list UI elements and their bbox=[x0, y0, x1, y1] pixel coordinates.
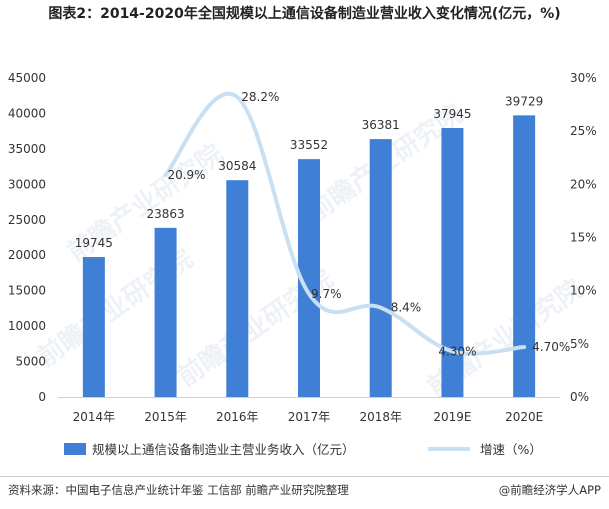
x-tick-label: 2020E bbox=[505, 410, 543, 424]
data-labels: 19745 23863 30584 33552 36381 37945 39729 20.9%… bbox=[75, 90, 571, 358]
legend-bar-swatch bbox=[64, 443, 86, 455]
left-tick-label: 40000 bbox=[8, 106, 46, 120]
growth-line bbox=[163, 91, 527, 356]
growth-value-label: 4.70% bbox=[532, 340, 570, 354]
x-tick-label: 2018年 bbox=[359, 410, 402, 424]
right-tick-label: 5% bbox=[570, 337, 589, 351]
x-tick-label: 2015年 bbox=[144, 410, 187, 424]
x-tick-label: 2016年 bbox=[216, 410, 259, 424]
bar-2018年 bbox=[369, 139, 392, 398]
legend-bar-label: 规模以上通信设备制造业主营业务收入（亿元） bbox=[92, 442, 355, 457]
bar-value-label: 19745 bbox=[75, 236, 113, 250]
right-tick-label: 20% bbox=[570, 177, 597, 191]
left-tick-label: 15000 bbox=[8, 284, 46, 298]
bar-2017年 bbox=[298, 159, 320, 397]
growth-value-label: 9.7% bbox=[311, 287, 342, 301]
x-tick-label: 2014年 bbox=[73, 410, 116, 424]
bar-2015年 bbox=[154, 227, 177, 397]
left-tick-label: 25000 bbox=[8, 213, 46, 227]
growth-value-label: 28.2% bbox=[241, 90, 279, 104]
legend-line-label: 增速（%） bbox=[480, 442, 542, 457]
left-tick-label: 45000 bbox=[8, 71, 46, 85]
growth-line-path bbox=[163, 91, 527, 356]
brand-credit: @前瞻经济学人APP bbox=[498, 483, 601, 497]
bar-2014年 bbox=[82, 257, 105, 397]
bar-value-label: 23863 bbox=[146, 207, 184, 221]
right-tick-label: 30% bbox=[570, 71, 597, 85]
growth-value-label: 4.30% bbox=[438, 344, 476, 358]
left-tick-label: 30000 bbox=[8, 177, 46, 191]
right-axis: 0% 5% 10% 15% 20% 25% 30% bbox=[570, 71, 597, 404]
right-tick-label: 15% bbox=[570, 231, 597, 245]
left-tick-label: 0 bbox=[38, 390, 46, 404]
bar-value-label: 37945 bbox=[433, 107, 471, 121]
footer-divider bbox=[0, 476, 609, 477]
legend: 规模以上通信设备制造业主营业务收入（亿元） 增速（%） bbox=[64, 442, 542, 457]
left-tick-label: 5000 bbox=[15, 355, 46, 369]
x-tick-label: 2017年 bbox=[288, 410, 331, 424]
bar-2020E bbox=[513, 115, 536, 397]
right-tick-label: 0% bbox=[570, 390, 589, 404]
bar-2016年 bbox=[226, 180, 249, 397]
bar-value-label: 30584 bbox=[218, 159, 256, 173]
x-axis: 2014年 2015年 2016年 2017年 2018年 2019E 2020E bbox=[58, 397, 560, 424]
growth-value-label: 20.9% bbox=[167, 168, 205, 182]
left-tick-label: 20000 bbox=[8, 248, 46, 262]
right-tick-label: 25% bbox=[570, 124, 597, 138]
left-axis: 0 5000 10000 15000 20000 25000 30000 35000 40000… bbox=[8, 71, 46, 404]
right-tick-label: 10% bbox=[570, 284, 597, 298]
chart-title: 图表2：2014-2020年全国规模以上通信设备制造业营业收入变化情况(亿元，%… bbox=[48, 6, 561, 22]
bar-value-label: 33552 bbox=[290, 138, 328, 152]
bars bbox=[82, 115, 536, 398]
bar-value-label: 36381 bbox=[362, 118, 400, 132]
source-note: 资料来源：中国电子信息产业统计年鉴 工信部 前瞻产业研究院整理 bbox=[8, 483, 349, 497]
left-tick-label: 35000 bbox=[8, 142, 46, 156]
bar-2019E bbox=[441, 128, 464, 397]
bar-value-label: 39729 bbox=[505, 94, 543, 108]
x-tick-label: 2019E bbox=[433, 410, 471, 424]
left-tick-label: 10000 bbox=[8, 319, 46, 333]
growth-value-label: 8.4% bbox=[391, 301, 422, 315]
